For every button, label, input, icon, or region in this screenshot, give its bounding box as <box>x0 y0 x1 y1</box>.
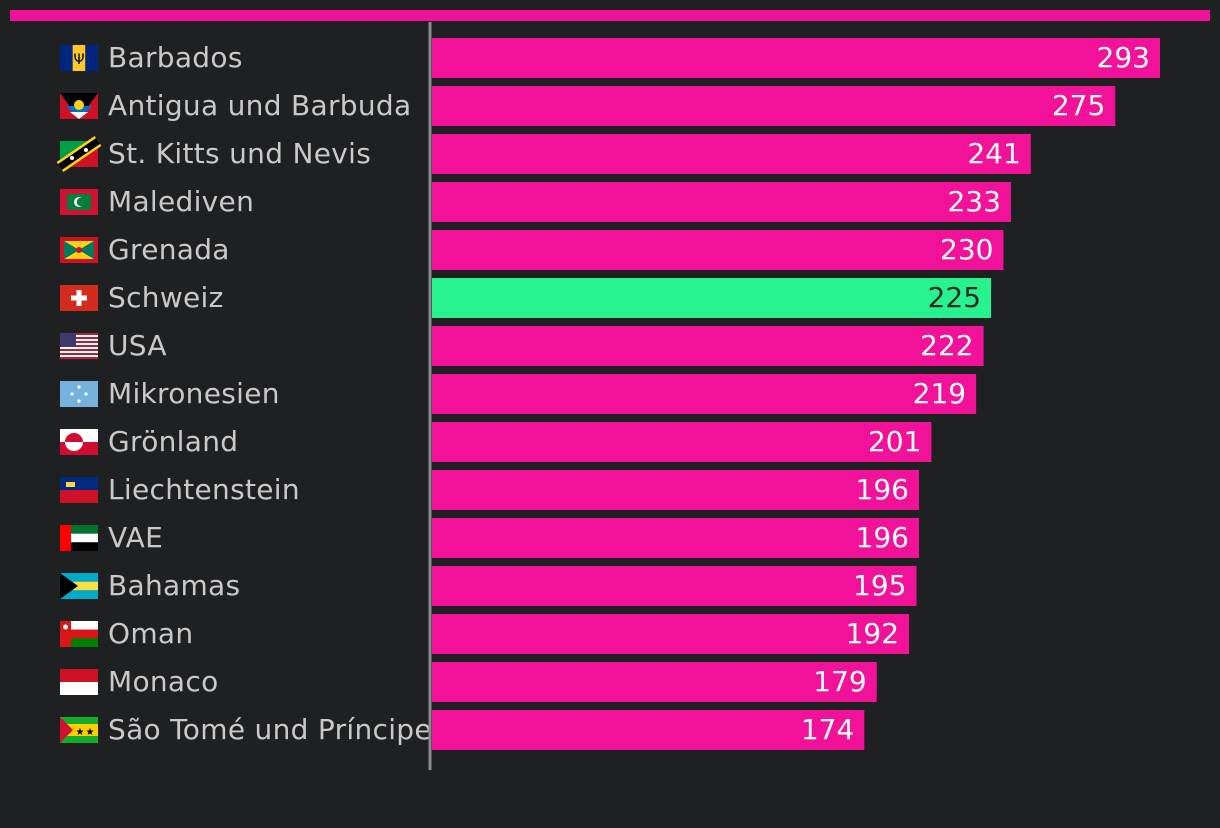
chart-row: Antigua und Barbuda 275 <box>60 86 1116 126</box>
value-label: 196 <box>856 473 909 506</box>
category-label: Bahamas <box>108 569 240 602</box>
value-label: 196 <box>856 521 909 554</box>
category-label: Monaco <box>108 665 219 698</box>
category-label: Grenada <box>108 233 230 266</box>
bar <box>432 566 917 606</box>
chart-row: Monaco 179 <box>60 662 877 702</box>
chart-row: Ψ Barbados 293 <box>60 38 1160 78</box>
chart-row: Schweiz 225 <box>60 278 992 318</box>
chart-row: ★ ★ São Tomé und Príncipe 174 <box>60 710 865 750</box>
chart-row: USA 222 <box>60 326 984 366</box>
barbados-flag-icon: Ψ <box>60 45 98 71</box>
bar <box>432 422 932 462</box>
usa-flag-icon <box>60 333 98 360</box>
value-label: 275 <box>1052 89 1105 122</box>
chart-row: Grönland 201 <box>60 422 932 462</box>
value-label: 219 <box>913 377 966 410</box>
oman-flag-icon <box>60 621 98 647</box>
bar <box>432 470 919 510</box>
category-label: São Tomé und Príncipe <box>108 713 432 746</box>
chart-row: Malediven 233 <box>60 182 1011 222</box>
uae-flag-icon <box>60 525 98 551</box>
bar <box>432 326 984 366</box>
category-label: Antigua und Barbuda <box>108 89 411 122</box>
grenada-flag-icon <box>60 237 98 263</box>
sao-tome-flag-icon: ★ ★ <box>60 717 98 743</box>
greenland-flag-icon <box>60 429 98 455</box>
chart-row: Bahamas 195 <box>60 566 917 606</box>
svg-text:★: ★ <box>86 727 95 738</box>
category-label: VAE <box>108 521 163 554</box>
category-label: Oman <box>108 617 193 650</box>
category-label: St. Kitts und Nevis <box>108 137 371 170</box>
svg-text:★: ★ <box>76 727 85 738</box>
chart-row: St. Kitts und Nevis 241 <box>56 134 1031 174</box>
category-label: Schweiz <box>108 281 224 314</box>
value-label: 241 <box>967 137 1020 170</box>
monaco-flag-icon <box>60 669 98 695</box>
category-label: Mikronesien <box>108 377 280 410</box>
value-label: 201 <box>868 425 921 458</box>
bar <box>432 374 977 414</box>
category-label: Liechtenstein <box>108 473 300 506</box>
value-label: 225 <box>928 281 981 314</box>
category-label: Grönland <box>108 425 238 458</box>
bar <box>432 38 1160 78</box>
top-accent-rule <box>10 10 1210 21</box>
value-label: 222 <box>920 329 973 362</box>
chart-row: Oman 192 <box>60 614 910 654</box>
bar <box>432 662 877 702</box>
bar <box>432 710 865 750</box>
svg-text:Ψ: Ψ <box>73 52 84 68</box>
chart-row: VAE 196 <box>60 518 919 558</box>
category-label: Malediven <box>108 185 254 218</box>
micronesia-flag-icon <box>60 381 98 407</box>
bar <box>432 86 1116 126</box>
chart-row: Liechtenstein 196 <box>60 470 919 510</box>
chart-row: Mikronesien 219 <box>60 374 977 414</box>
bar <box>432 230 1004 270</box>
st-kitts-flag-icon <box>56 136 102 172</box>
value-label: 174 <box>801 713 854 746</box>
bar <box>432 182 1011 222</box>
value-label: 192 <box>846 617 899 650</box>
value-label: 195 <box>853 569 906 602</box>
bahamas-flag-icon <box>60 573 98 599</box>
bar-highlighted <box>432 278 992 318</box>
switzerland-flag-icon <box>60 285 98 311</box>
value-label: 230 <box>940 233 993 266</box>
bar <box>432 518 919 558</box>
maldives-flag-icon <box>60 189 98 215</box>
category-label: USA <box>108 329 167 362</box>
value-label: 293 <box>1097 41 1150 74</box>
value-label: 179 <box>813 665 866 698</box>
category-label: Barbados <box>108 41 243 74</box>
bar <box>432 614 910 654</box>
bar <box>432 134 1031 174</box>
antigua-flag-icon <box>60 93 98 119</box>
liechtenstein-flag-icon <box>60 477 98 503</box>
chart-row: Grenada 230 <box>60 230 1004 270</box>
value-label: 233 <box>947 185 1000 218</box>
